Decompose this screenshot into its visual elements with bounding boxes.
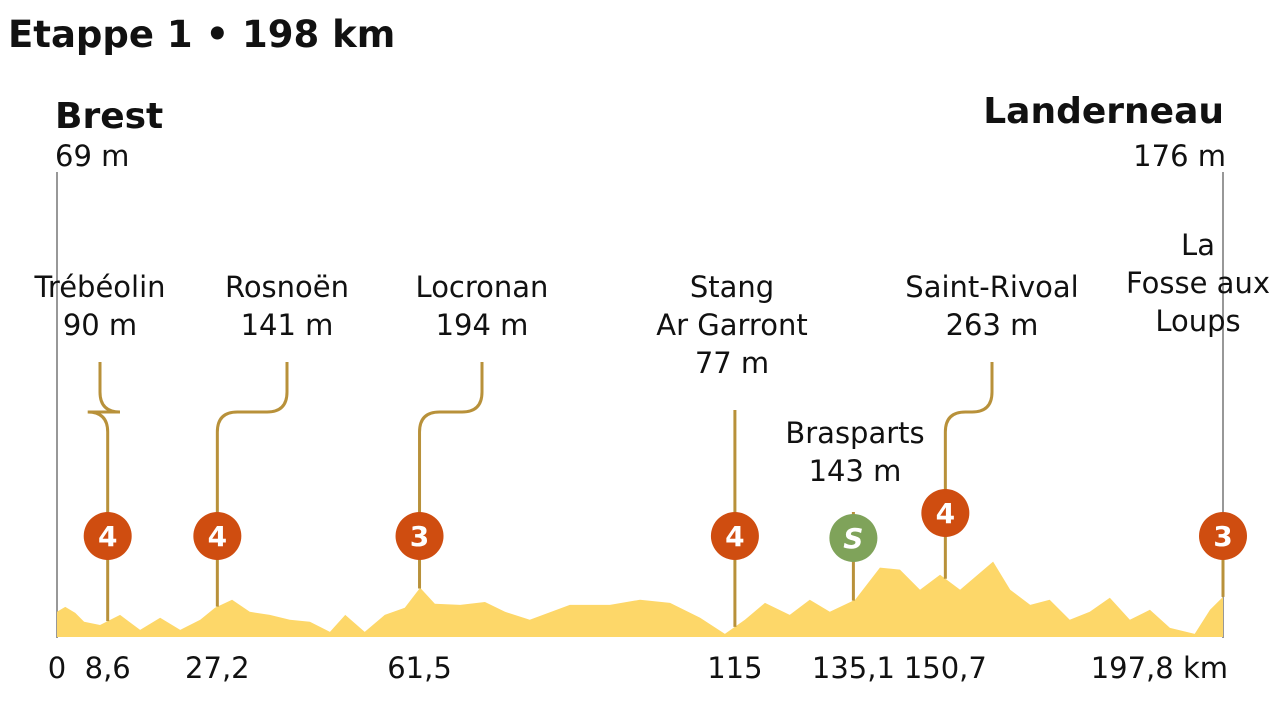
point-connector — [418, 362, 484, 589]
point-elevation: 194 m — [436, 308, 529, 342]
point-badge — [1199, 512, 1247, 560]
x-tick-label: 8,6 — [85, 651, 131, 685]
start-name: Brest — [55, 96, 163, 137]
point-badge — [193, 512, 242, 560]
point-elevation: 141 m — [241, 308, 334, 342]
point-connector — [87, 362, 121, 622]
x-tick-label: 150,7 — [904, 651, 987, 685]
point-name: Trébéolin — [33, 270, 165, 304]
point-badge-label: S — [843, 522, 863, 555]
point-badge-label: 4 — [98, 520, 117, 553]
point-name: Locronan — [416, 270, 549, 304]
point-connector — [215, 362, 289, 607]
point-elevation: 263 m — [946, 308, 1039, 342]
point-badge-label: 4 — [725, 520, 744, 553]
point-badge-label: 4 — [208, 520, 227, 553]
x-tick-label: 115 — [707, 651, 762, 685]
point-name: Ar Garront — [656, 308, 807, 342]
point-connector — [943, 362, 994, 579]
start-elevation: 69 m — [55, 139, 129, 173]
point-badge — [829, 514, 878, 562]
x-tick-label: 27,2 — [185, 651, 250, 685]
point-badge-label: 4 — [936, 497, 955, 530]
x-tick-label: 197,8 km — [1091, 651, 1228, 685]
point-badge-label: 3 — [1213, 520, 1232, 553]
point-name: La — [1181, 228, 1215, 262]
point-name: Fosse aux — [1126, 266, 1270, 300]
finish-elevation: 176 m — [1133, 139, 1226, 173]
point-badge — [710, 512, 759, 560]
point-name: Rosnoën — [225, 270, 349, 304]
point-badge — [921, 489, 970, 537]
x-tick-label: 61,5 — [387, 651, 452, 685]
point-elevation: 143 m — [809, 454, 902, 488]
chart-title: Etappe 1 • 198 km — [8, 13, 395, 56]
point-name: Stang — [690, 270, 774, 304]
finish-name: Landerneau — [983, 91, 1224, 132]
point-name: Saint-Rivoal — [905, 270, 1078, 304]
point-badge-label: 3 — [410, 520, 429, 553]
point-name: Loups — [1155, 304, 1240, 338]
point-name: Brasparts — [785, 416, 924, 450]
x-tick-label: 0 — [48, 651, 66, 685]
elevation-profile — [57, 561, 1223, 637]
point-elevation: 77 m — [695, 346, 769, 380]
x-tick-label: 135,1 — [812, 651, 895, 685]
point-badge — [83, 512, 132, 560]
point-badge — [395, 512, 444, 560]
point-elevation: 90 m — [63, 308, 137, 342]
